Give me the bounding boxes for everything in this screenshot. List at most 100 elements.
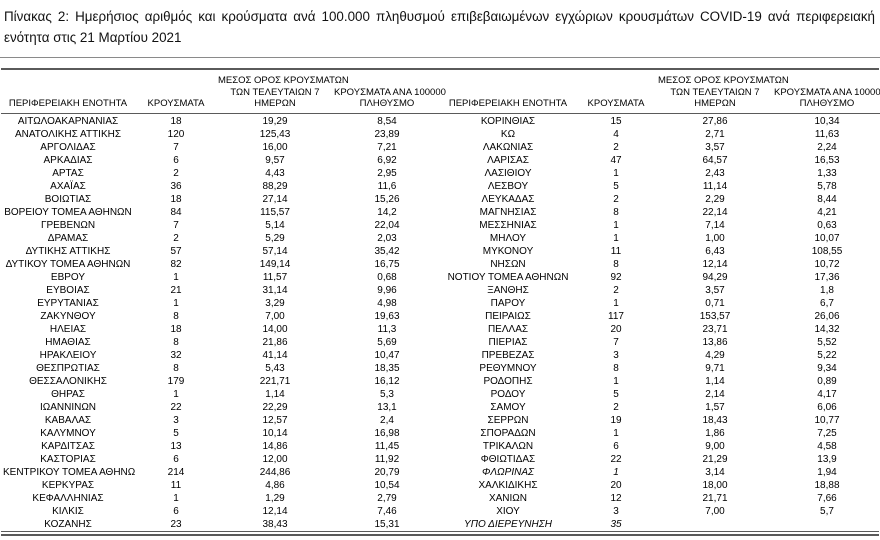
avg7-cell: 2,29 — [705, 193, 725, 205]
avg7-cell: 16,00 — [262, 141, 288, 153]
cases-cell: 18 — [170, 323, 182, 335]
region-cell: ΑΡΚΑΔΙΑΣ — [43, 154, 93, 166]
per100k-cell: 11,3 — [377, 323, 397, 335]
cases-cell: 3 — [173, 414, 179, 426]
cases-cell: 6 — [173, 505, 179, 517]
per100k-cell: 13,1 — [377, 401, 397, 413]
cases-cell: 8 — [173, 336, 179, 348]
per100k-cell: 17,36 — [814, 271, 840, 283]
region-cell: ΠΡΕΒΕΖΑΣ — [481, 349, 535, 361]
cases-cell: 1 — [613, 375, 619, 387]
avg7-cell: 27,14 — [262, 193, 288, 205]
avg7-cell: 23,71 — [702, 323, 728, 335]
avg7-cell: 9,71 — [705, 362, 725, 374]
region-cell: ΜΥΚΟΝΟΥ — [482, 245, 534, 257]
avg7-cell: 27,86 — [702, 115, 728, 127]
region-cell: ΜΗΛΟΥ — [489, 232, 527, 244]
avg7-cell: 2,71 — [705, 128, 725, 140]
table-row: ΚΑΒΑΛΑΣ 3 12,57 2,4 ΣΕΡΡΩΝ 19 18,43 10,77 — [1, 414, 880, 427]
table-row: ΘΕΣΠΡΩΤΙΑΣ 8 5,43 18,35 ΡΕΘΥΜΝΟΥ 8 9,71 9,34 — [1, 362, 880, 375]
region-cell: ΚΑΡΔΙΤΣΑΣ — [41, 440, 95, 452]
header-avg7-line2: ΤΩΝ ΤΕΛΕΥΤΑΙΩΝ 7 — [670, 86, 760, 98]
region-cell: ΣΠΟΡΑΔΩΝ — [480, 427, 536, 439]
region-cell: ΦΛΩΡΙΝΑΣ — [482, 466, 534, 478]
avg7-cell: 7,14 — [705, 219, 725, 231]
avg7-cell: 7,00 — [705, 505, 725, 517]
header-region-right: ΠΕΡΙΦΕΡΕΙΑΚΗ ΕΝΟΤΗΤΑ — [441, 70, 575, 114]
region-cell: ΡΟΔΟΥ — [490, 388, 526, 400]
per100k-cell: 9,96 — [377, 284, 397, 296]
per100k-cell: 7,66 — [817, 492, 837, 504]
avg7-cell: 64,57 — [702, 154, 728, 166]
region-cell: ΥΠΟ ΔΙΕΡΕΥΝΗΣΗ — [464, 518, 552, 530]
cases-cell: 35 — [610, 518, 622, 530]
per100k-cell: 5,3 — [380, 388, 394, 400]
avg7-cell: 19,29 — [262, 115, 288, 127]
avg7-cell: 14,00 — [262, 323, 288, 335]
avg7-cell: 221,71 — [259, 375, 291, 387]
cases-cell: 2 — [613, 284, 619, 296]
region-cell: ΒΟΙΩΤΙΑΣ — [44, 193, 92, 205]
per100k-cell: 1,94 — [817, 466, 837, 478]
table-row: ΑΧΑΪΑΣ 36 88,29 11,6 ΛΕΣΒΟΥ 5 11,14 5,78 — [1, 180, 880, 193]
region-cell: ΠΙΕΡΙΑΣ — [488, 336, 528, 348]
avg7-cell: 22,29 — [262, 401, 288, 413]
table-bottom-rule-thin — [1, 530, 879, 532]
cases-cell: 15 — [610, 115, 622, 127]
region-cell: ΛΑΚΩΝΙΑΣ — [482, 141, 534, 153]
region-cell: ΚΑΛΥΜΝΟΥ — [40, 427, 96, 439]
cases-cell: 20 — [610, 323, 622, 335]
per100k-cell: 2,24 — [817, 141, 837, 153]
region-cell: ΚΟΡΙΝΘΙΑΣ — [480, 115, 536, 127]
avg7-cell: 4,29 — [705, 349, 725, 361]
avg7-cell: 14,86 — [262, 440, 288, 452]
per100k-cell: 13,9 — [817, 453, 837, 465]
cases-cell: 20 — [610, 479, 622, 491]
header-cases-left: ΚΡΟΥΣΜΑΤΑ — [135, 70, 217, 114]
cases-cell: 1 — [613, 427, 619, 439]
cases-cell: 19 — [610, 414, 622, 426]
avg7-cell: 1,14 — [705, 375, 725, 387]
header-avg7-line3: ΗΜΕΡΩΝ — [694, 98, 736, 109]
per100k-cell: 5,52 — [817, 336, 837, 348]
cases-cell: 120 — [167, 128, 185, 140]
table-row: ΚΟΖΑΝΗΣ 23 38,43 15,31 ΥΠΟ ΔΙΕΡΕΥΝΗΣΗ 35 — [1, 518, 880, 531]
cases-cell: 8 — [613, 258, 619, 270]
region-cell: ΛΕΥΚΑΔΑΣ — [481, 193, 535, 205]
cases-cell: 18 — [170, 193, 182, 205]
avg7-cell: 115,57 — [260, 206, 290, 218]
avg7-cell: 21,71 — [702, 492, 728, 504]
header-per100k-line1: ΚΡΟΥΣΜΑΤΑ ΑΝΑ 100000 — [334, 86, 446, 98]
cases-cell: 84 — [170, 206, 182, 218]
cases-cell: 1 — [173, 492, 179, 504]
table-row: ΚΕΡΚΥΡΑΣ 11 4,86 10,54 ΧΑΛΚΙΔΙΚΗΣ 20 18,00 18,8… — [1, 479, 880, 492]
per100k-cell: 7,21 — [377, 141, 397, 153]
cases-cell: 8 — [173, 362, 179, 374]
per100k-cell: 4,21 — [817, 206, 837, 218]
per100k-cell: 7,25 — [817, 427, 837, 439]
region-cell: ΚΑΣΤΟΡΙΑΣ — [40, 453, 96, 465]
per100k-cell: 8,44 — [817, 193, 837, 205]
avg7-cell: 22,14 — [702, 206, 728, 218]
region-cell: ΔΡΑΜΑΣ — [47, 232, 89, 244]
cases-cell: 23 — [170, 518, 182, 530]
avg7-cell: 149,14 — [259, 258, 291, 270]
region-cell: ΛΕΣΒΟΥ — [487, 180, 529, 192]
table-row: ΓΡΕΒΕΝΩΝ 7 5,14 22,04 ΜΕΣΣΗΝΙΑΣ 1 7,14 0,63 — [1, 219, 880, 232]
cases-cell: 7 — [173, 219, 179, 231]
cases-cell: 36 — [170, 180, 182, 192]
caption-divider — [0, 57, 880, 58]
table-row: ΑΡΚΑΔΙΑΣ 6 9,57 6,92 ΛΑΡΙΣΑΣ 47 64,57 16,53 — [1, 154, 880, 167]
per100k-cell: 10,47 — [374, 349, 400, 361]
avg7-cell: 94,29 — [702, 271, 728, 283]
avg7-cell: 3,14 — [705, 466, 725, 478]
avg7-cell: 7,00 — [265, 310, 285, 322]
cases-cell: 1 — [613, 232, 619, 244]
avg7-cell: 1,14 — [265, 388, 285, 400]
table-header: ΠΕΡΙΦΕΡΕΙΑΚΗ ΕΝΟΤΗΤΑ ΚΡΟΥΣΜΑΤΑ ΜΕΣΟΣ ΟΡΟ… — [1, 70, 880, 114]
avg7-cell: 1,57 — [705, 401, 725, 413]
region-cell: ΑΙΤΩΛΟΑΚΑΡΝΑΝΙΑΣ — [17, 115, 119, 127]
avg7-cell: 10,14 — [262, 427, 288, 439]
per100k-cell: 0,68 — [377, 271, 397, 283]
